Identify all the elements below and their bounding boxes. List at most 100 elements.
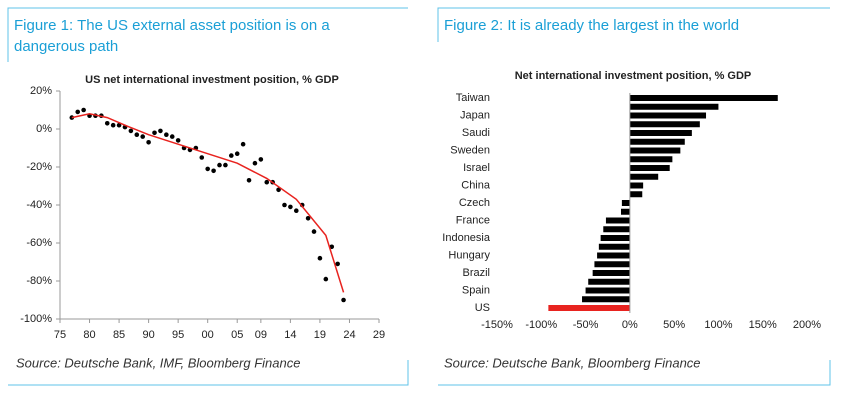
bar — [629, 191, 643, 198]
y-tick-label: -60% — [26, 237, 52, 249]
x-tick-label: 14 — [284, 329, 296, 341]
bar — [594, 261, 630, 268]
bar — [588, 278, 630, 285]
bar — [629, 182, 644, 189]
category-label: Taiwan — [456, 92, 490, 104]
x-tick-label: 200% — [793, 319, 821, 331]
data-point — [199, 155, 205, 160]
data-point — [140, 134, 146, 139]
x-tick-label: 75 — [54, 329, 66, 341]
bar — [629, 121, 700, 128]
frame — [437, 7, 830, 42]
data-point — [158, 128, 163, 134]
data-point — [305, 216, 311, 221]
figure-caption: Figure 2: It is already the largest in t… — [444, 17, 739, 34]
bar — [597, 252, 630, 259]
data-point — [329, 244, 335, 250]
category-label: Hungary — [448, 249, 490, 261]
category-label: Czech — [459, 197, 490, 209]
x-tick-label: 150% — [749, 319, 777, 331]
y-tick-label: -40% — [26, 199, 52, 211]
data-point — [146, 140, 151, 145]
category-label: China — [461, 179, 491, 191]
data-point — [104, 121, 110, 126]
bar — [629, 130, 692, 136]
data-point — [152, 130, 157, 136]
figure-caption: dangerous path — [14, 38, 118, 55]
data-point — [134, 132, 140, 137]
data-point — [116, 122, 122, 128]
category-label: Sweden — [450, 144, 490, 156]
y-tick-label: 0% — [36, 123, 52, 135]
bar — [548, 305, 630, 311]
data-point — [229, 153, 234, 158]
bar — [629, 103, 719, 110]
x-tick-label: -50% — [573, 319, 599, 331]
x-tick-label: -150% — [481, 319, 513, 331]
data-point — [169, 134, 175, 139]
x-tick-label: 80 — [83, 329, 95, 341]
bar — [629, 95, 778, 101]
x-tick-label: 09 — [255, 329, 267, 341]
data-point — [75, 109, 81, 115]
x-tick-label: 0% — [622, 319, 638, 331]
data-point — [81, 107, 86, 113]
data-point — [258, 157, 264, 162]
bar — [629, 165, 670, 171]
y-tick-label: -100% — [20, 313, 52, 325]
x-tick-label: 85 — [113, 329, 125, 341]
bar — [598, 243, 630, 250]
x-tick-label: -100% — [525, 319, 557, 331]
bar — [621, 208, 630, 215]
bar — [621, 200, 630, 206]
y-tick-label: -20% — [26, 161, 52, 173]
data-point — [217, 162, 222, 168]
data-point — [288, 204, 293, 210]
data-point — [252, 160, 258, 166]
data-point — [240, 141, 246, 147]
y-tick-label: 20% — [30, 85, 52, 97]
x-tick-label: 90 — [142, 329, 154, 341]
y-tick-label: -80% — [26, 275, 52, 287]
data-point — [211, 168, 216, 174]
x-tick-label: 24 — [343, 329, 355, 341]
data-point — [341, 297, 346, 303]
trend-line — [71, 113, 345, 293]
category-label: France — [456, 214, 490, 226]
data-point — [246, 178, 252, 183]
chart-title: US net international investment position… — [85, 74, 339, 86]
data-point — [317, 255, 323, 261]
bar — [592, 270, 630, 276]
data-point — [335, 261, 340, 267]
category-label: Brazil — [462, 267, 490, 279]
x-tick-label: 50% — [663, 319, 685, 331]
category-label: Israel — [463, 162, 490, 174]
x-tick-label: 29 — [373, 329, 385, 341]
data-point — [164, 132, 169, 137]
data-point — [293, 208, 299, 213]
data-point — [282, 202, 287, 208]
data-point — [276, 187, 281, 193]
category-label: Japan — [460, 109, 490, 121]
bar — [605, 217, 630, 224]
data-point — [323, 276, 329, 282]
x-tick-label: 05 — [231, 329, 243, 341]
x-tick-label: 95 — [172, 329, 184, 341]
bar — [603, 226, 630, 233]
category-label: Spain — [462, 284, 490, 296]
category-label: Indonesia — [442, 232, 491, 244]
data-point — [223, 162, 228, 168]
data-point — [205, 166, 210, 172]
bar — [629, 147, 681, 154]
bar — [585, 287, 630, 294]
data-point — [128, 128, 134, 134]
data-point — [110, 122, 116, 128]
data-point — [264, 179, 270, 185]
bar — [629, 156, 673, 163]
bar — [600, 235, 630, 241]
category-label: US — [475, 302, 490, 314]
data-point — [69, 115, 75, 120]
category-label: Saudi — [462, 127, 490, 139]
source-note: Source: Deutsche Bank, Bloomberg Finance — [444, 355, 701, 370]
